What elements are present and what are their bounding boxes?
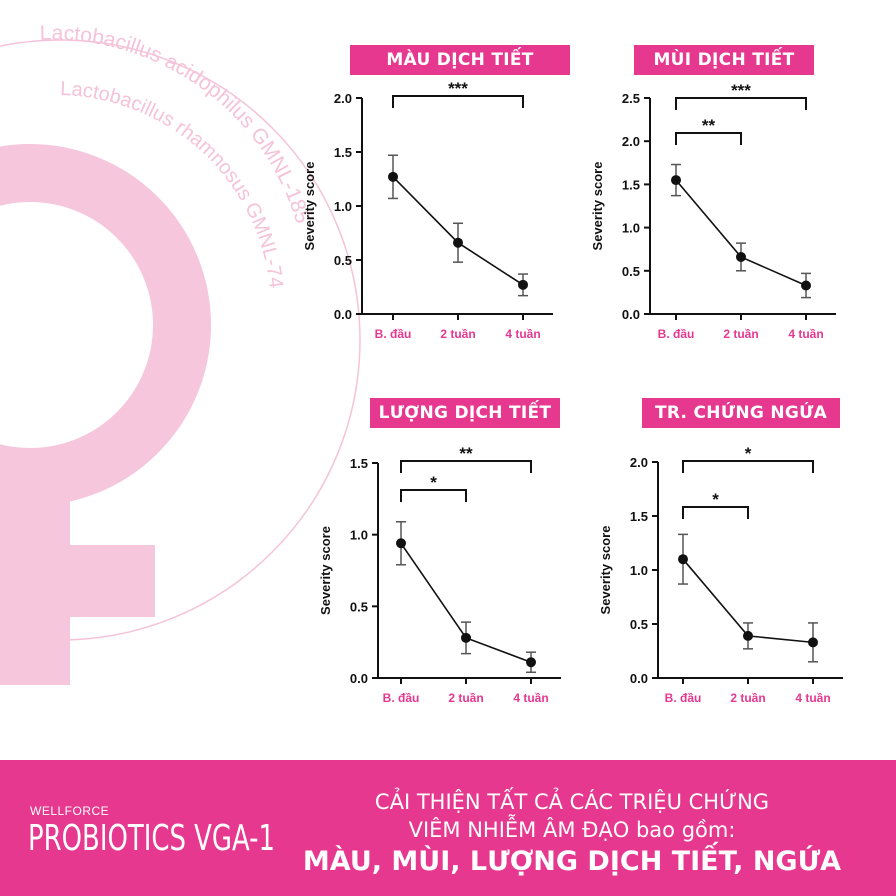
- x-tick-label: B. đầu: [383, 691, 420, 705]
- x-tick-label: 4 tuần: [795, 691, 830, 705]
- data-point: [678, 554, 688, 565]
- y-tick-label: 1.0: [622, 221, 640, 236]
- y-tick-label: 0.0: [630, 671, 648, 686]
- x-tick-label: B. đầu: [665, 691, 702, 705]
- data-point: [736, 251, 746, 262]
- data-point: [461, 632, 471, 643]
- brand-name: WELLFORCE: [30, 804, 110, 818]
- significance-label: **: [459, 444, 473, 463]
- y-tick-label: 0.5: [622, 264, 640, 279]
- significance-label: *: [430, 473, 437, 492]
- significance-bracket: [400, 489, 467, 502]
- data-point: [396, 538, 406, 549]
- significance-label: **: [702, 116, 716, 135]
- footer-banner: [0, 760, 896, 896]
- significance-bracket: [400, 460, 532, 473]
- x-tick-label: 4 tuần: [788, 327, 823, 341]
- data-point: [671, 175, 681, 186]
- y-axis-label: Severity score: [318, 526, 333, 615]
- y-tick-label: 2.5: [622, 91, 640, 106]
- product-name: PROBIOTICS VGA-1: [28, 818, 275, 859]
- y-tick-label: 1.5: [334, 145, 352, 160]
- x-tick-label: 2 tuần: [440, 327, 475, 341]
- x-tick-label: 4 tuần: [513, 691, 548, 705]
- y-axis-label: Severity score: [590, 162, 605, 251]
- chart-volume: 0.0 0.5 1.0 1.5 Severity score B. đầu 2 tuần 4 …: [318, 444, 561, 705]
- footer-line-2: VIÊM NHIỄM ÂM ĐẠO bao gồm:: [408, 818, 736, 842]
- data-point: [526, 657, 536, 668]
- y-tick-label: 1.5: [630, 509, 648, 524]
- y-tick-label: 2.0: [334, 91, 352, 106]
- x-tick-label: 2 tuần: [448, 691, 483, 705]
- y-axis-label: Severity score: [598, 526, 613, 615]
- x-tick-label: 2 tuần: [730, 691, 765, 705]
- significance-bracket: [675, 132, 742, 145]
- y-tick-label: 0.5: [350, 599, 368, 614]
- x-tick-label: 2 tuần: [723, 327, 758, 341]
- y-tick-label: 1.5: [622, 177, 640, 192]
- chart-title-itch: TR. CHỨNG NGỨA: [642, 398, 840, 428]
- significance-bracket: [682, 506, 749, 519]
- chart-odor: 0.0 0.5 1.0 1.5 2.0 2.5 Severity score B. đầu 2 …: [590, 81, 836, 341]
- y-tick-label: 2.0: [630, 455, 648, 470]
- chart-title-color: MÀU DỊCH TIẾT: [350, 45, 570, 75]
- chart-itch: 0.0 0.5 1.0 1.5 2.0 Severity score B. đầu 2 tuầ…: [598, 444, 843, 705]
- y-tick-label: 0.0: [350, 671, 368, 686]
- x-tick-label: 4 tuần: [505, 327, 540, 341]
- significance-label: *: [745, 444, 752, 463]
- significance-bracket: [392, 95, 524, 108]
- y-tick-label: 1.0: [350, 528, 368, 543]
- y-tick-label: 1.0: [630, 563, 648, 578]
- data-point: [518, 279, 528, 290]
- x-tick-label: B. đầu: [375, 327, 412, 341]
- y-tick-label: 1.0: [334, 199, 352, 214]
- data-point: [388, 171, 398, 182]
- significance-label: ***: [448, 79, 468, 98]
- data-point: [801, 280, 811, 291]
- y-tick-label: 0.5: [334, 253, 352, 268]
- chart-title-odor: MÙI DỊCH TIẾT: [634, 45, 814, 75]
- chart-title-volume: LƯỢNG DỊCH TIẾT: [370, 398, 560, 428]
- chart-color: 0.0 0.5 1.0 1.5 2.0 Severity score B. đầu 2 tuầ…: [302, 79, 553, 341]
- y-tick-label: 1.5: [350, 456, 368, 471]
- data-point: [743, 630, 753, 641]
- significance-bracket: [675, 97, 807, 110]
- footer-line-3: MÀU, MÙI, LƯỢNG DỊCH TIẾT, NGỨA: [302, 846, 842, 877]
- y-tick-label: 2.0: [622, 134, 640, 149]
- data-point: [453, 237, 463, 248]
- female-symbol-icon: [0, 144, 211, 685]
- y-tick-label: 0.0: [622, 307, 640, 322]
- x-tick-label: B. đầu: [658, 327, 695, 341]
- significance-bracket: [682, 460, 814, 473]
- y-axis-label: Severity score: [302, 162, 317, 251]
- y-tick-label: 0.5: [630, 617, 648, 632]
- y-tick-label: 0.0: [334, 307, 352, 322]
- significance-label: ***: [731, 81, 751, 100]
- footer-line-1: CẢI THIỆN TẤT CẢ CÁC TRIỆU CHỨNG: [374, 790, 770, 814]
- data-point: [808, 637, 818, 648]
- significance-label: *: [712, 490, 719, 509]
